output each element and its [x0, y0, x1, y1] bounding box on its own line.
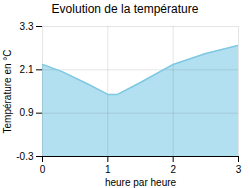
svg-text:Température en °C: Température en °C	[2, 49, 13, 133]
svg-text:2.1: 2.1	[20, 64, 34, 75]
svg-text:-0.3: -0.3	[16, 151, 34, 162]
svg-text:2: 2	[170, 164, 176, 175]
svg-text:heure par heure: heure par heure	[105, 177, 177, 188]
svg-text:3.3: 3.3	[20, 21, 34, 32]
svg-text:3: 3	[236, 164, 242, 175]
svg-text:1: 1	[105, 164, 111, 175]
svg-text:0.9: 0.9	[20, 107, 34, 118]
html-text:Evolution de la température: Evolution de la température	[51, 2, 199, 16]
svg-text:0: 0	[40, 164, 46, 175]
